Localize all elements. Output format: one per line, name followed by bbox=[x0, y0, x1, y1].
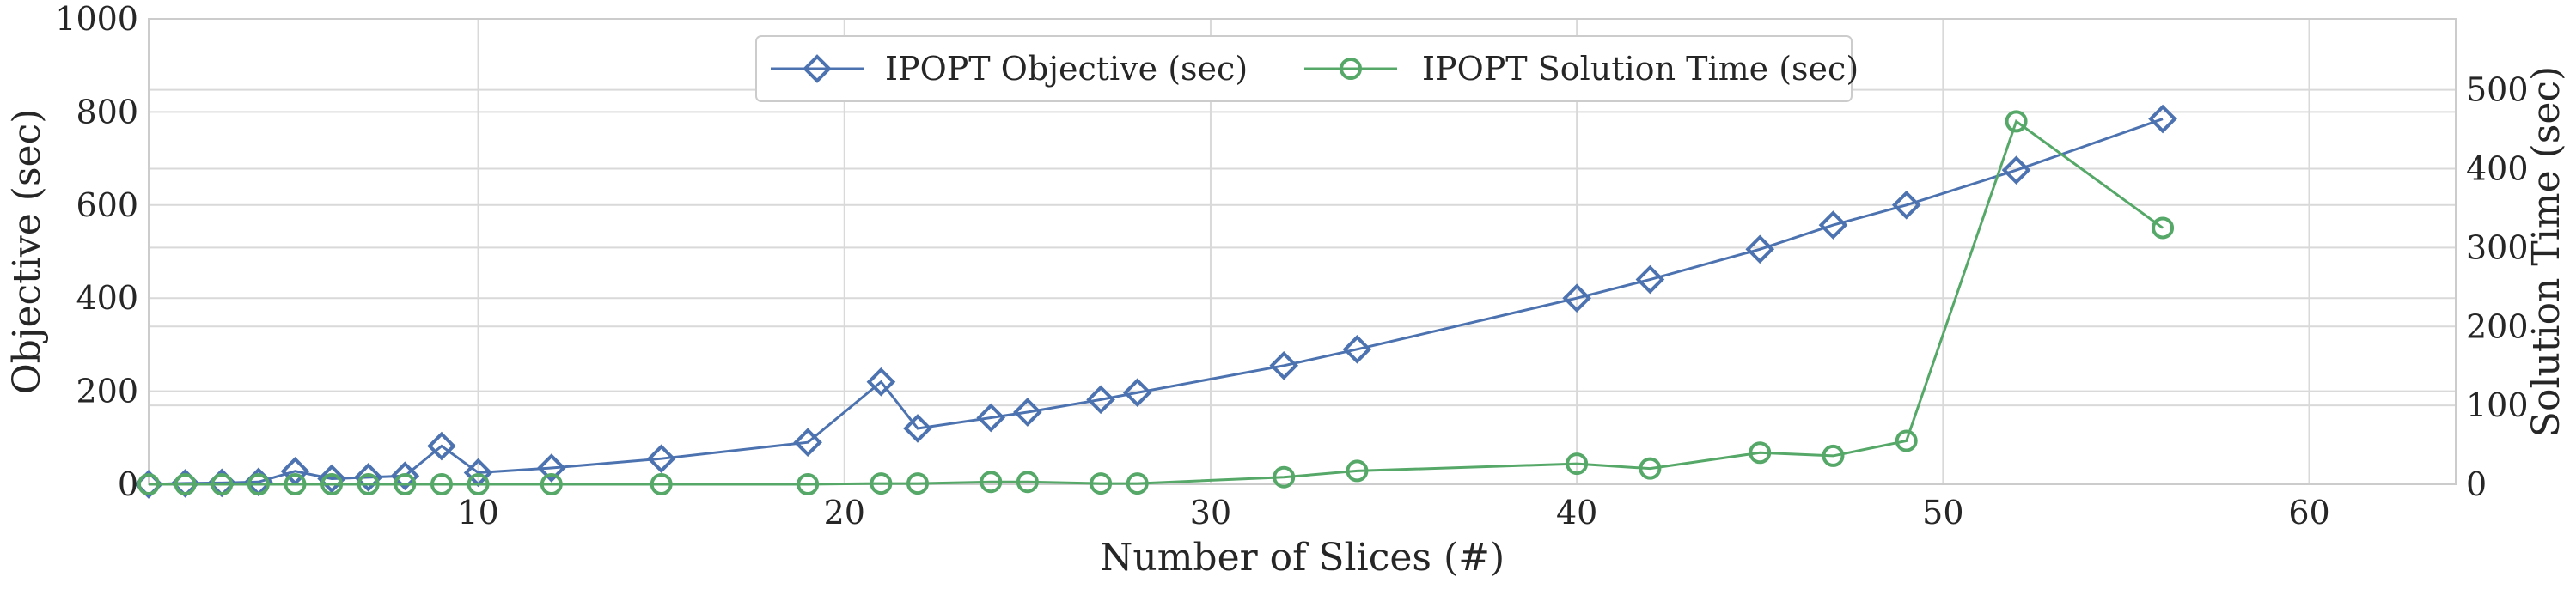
y-right-tick-label: 500 bbox=[2466, 71, 2529, 109]
data-point bbox=[1016, 471, 1039, 494]
y-right-tick-label: 300 bbox=[2466, 228, 2529, 266]
data-point bbox=[1122, 378, 1152, 408]
series-solution-time bbox=[137, 110, 2175, 495]
data-point bbox=[1273, 465, 1296, 489]
data-point bbox=[357, 473, 380, 495]
y-right-tick-label: 400 bbox=[2466, 150, 2529, 188]
data-point bbox=[646, 444, 676, 474]
y-axis-left-label: Objective (sec) bbox=[5, 109, 49, 395]
data-point bbox=[1013, 398, 1042, 427]
data-point bbox=[427, 431, 456, 461]
data-point bbox=[430, 473, 453, 495]
x-tick-label: 60 bbox=[2288, 494, 2329, 531]
legend: IPOPT Objective (sec) IPOPT Solution Tim… bbox=[755, 35, 1859, 102]
series-line bbox=[148, 118, 2164, 486]
plot-frame bbox=[148, 18, 2457, 485]
x-axis-label: Number of Slices (#) bbox=[1100, 536, 1505, 580]
y-right-tick-label: 100 bbox=[2466, 386, 2529, 424]
data-point bbox=[1822, 444, 1845, 467]
y-right-tick-label: 200 bbox=[2466, 307, 2529, 345]
legend-marker-objective bbox=[803, 54, 832, 83]
data-point bbox=[317, 464, 346, 494]
series-layer bbox=[134, 104, 2177, 499]
data-point bbox=[390, 461, 420, 491]
legend-label-objective: IPOPT Objective (sec) bbox=[885, 50, 1248, 88]
data-point bbox=[1635, 264, 1665, 294]
y-right-tick-label: 0 bbox=[2466, 465, 2487, 503]
data-point bbox=[870, 472, 893, 495]
data-point bbox=[793, 428, 822, 458]
data-point bbox=[1818, 210, 1848, 240]
y-left-tick-label: 0 bbox=[118, 465, 138, 503]
data-point bbox=[650, 473, 673, 495]
data-point bbox=[540, 473, 563, 495]
data-point bbox=[536, 453, 566, 483]
data-point bbox=[1566, 452, 1589, 476]
data-point bbox=[1090, 472, 1113, 495]
data-point bbox=[1562, 283, 1591, 313]
x-tick-label: 40 bbox=[1556, 494, 1597, 531]
y-left-tick-label: 600 bbox=[76, 186, 138, 224]
data-point bbox=[2152, 216, 2175, 240]
data-point bbox=[906, 472, 929, 495]
data-point bbox=[2005, 110, 2028, 133]
data-point bbox=[1346, 459, 1369, 483]
data-point bbox=[353, 463, 383, 492]
legend-marker-shape bbox=[803, 54, 832, 83]
data-point bbox=[903, 414, 932, 443]
data-point bbox=[1895, 429, 1918, 452]
series-line bbox=[149, 119, 2164, 486]
data-point bbox=[2001, 155, 2031, 185]
data-point bbox=[247, 473, 270, 495]
data-point bbox=[467, 473, 490, 495]
data-point bbox=[866, 367, 896, 397]
tick-labels: 10 20 30 40 50 600200400600800100001002003004… bbox=[55, 0, 2528, 531]
x-tick-label: 30 bbox=[1190, 494, 1231, 531]
legend-box bbox=[755, 35, 1853, 102]
data-point bbox=[394, 473, 417, 495]
data-point bbox=[1891, 190, 1921, 220]
y-left-tick-label: 400 bbox=[76, 279, 138, 317]
data-point bbox=[211, 473, 234, 495]
x-tick-label: 50 bbox=[1922, 494, 1963, 531]
data-point bbox=[1342, 334, 1372, 364]
x-tick-label: 20 bbox=[824, 494, 865, 531]
data-point bbox=[137, 473, 160, 495]
data-point bbox=[2148, 104, 2177, 134]
y-left-tick-label: 200 bbox=[76, 373, 138, 410]
legend-marker-solution-time bbox=[1340, 58, 1362, 80]
legend-marker-shape bbox=[1340, 58, 1362, 80]
series-objective bbox=[134, 104, 2177, 499]
data-point bbox=[1745, 234, 1775, 264]
data-point bbox=[1126, 472, 1149, 495]
data-point bbox=[1086, 385, 1115, 415]
data-point bbox=[1269, 350, 1299, 380]
x-tick-label: 10 bbox=[457, 494, 498, 531]
y-left-tick-label: 1000 bbox=[55, 0, 138, 38]
data-point bbox=[320, 473, 344, 495]
data-point bbox=[976, 403, 1006, 433]
data-point bbox=[797, 473, 820, 495]
data-point bbox=[1749, 441, 1772, 465]
data-point bbox=[174, 473, 197, 495]
data-point bbox=[1639, 457, 1662, 480]
y-left-tick-label: 800 bbox=[76, 93, 138, 131]
legend-label-solution-time: IPOPT Solution Time (sec) bbox=[1422, 50, 1859, 88]
data-point bbox=[284, 473, 307, 495]
data-point bbox=[980, 471, 1003, 494]
y-axis-right-label: Solution Time (sec) bbox=[2524, 66, 2568, 437]
